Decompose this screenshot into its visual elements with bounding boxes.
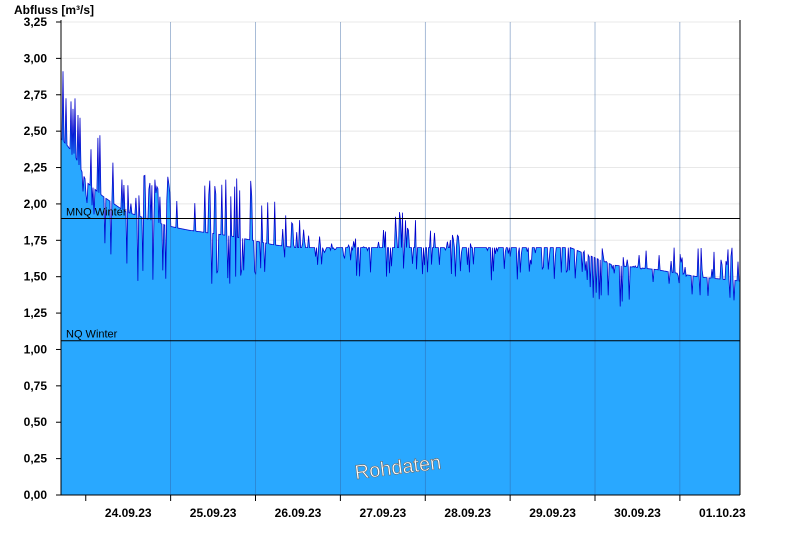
x-tick-label: 01.10.23 xyxy=(699,506,746,520)
y-tick-label: 0,00 xyxy=(24,488,48,502)
day-separators xyxy=(170,22,681,495)
series-area xyxy=(61,71,740,495)
y-tick-label: 3,25 xyxy=(24,15,48,29)
y-tick-label: 1,00 xyxy=(24,342,48,356)
y-tick-label: 3,00 xyxy=(24,51,48,65)
y-tick-label: 1,75 xyxy=(24,233,48,247)
y-tick-label: 2,75 xyxy=(24,88,48,102)
reference-lines: MNQ Winter NQ Winter xyxy=(61,206,740,342)
x-tick-label: 29.09.23 xyxy=(529,506,576,520)
y-tick-label: 1,50 xyxy=(24,270,48,284)
y-tick-label: 1,25 xyxy=(24,306,48,320)
y-tick-label: 0,50 xyxy=(24,415,48,429)
reference-line-label: MNQ Winter xyxy=(66,206,127,218)
x-tick-label: 27.09.23 xyxy=(360,506,407,520)
axes xyxy=(60,20,741,496)
x-tick-label: 30.09.23 xyxy=(614,506,661,520)
reference-line-label: NQ Winter xyxy=(66,329,118,341)
x-tick-label: 24.09.23 xyxy=(105,506,152,520)
y-tick-label: 0,75 xyxy=(24,379,48,393)
x-tick-label: 28.09.23 xyxy=(444,506,491,520)
x-tick-label: 26.09.23 xyxy=(275,506,322,520)
x-tick-label: 25.09.23 xyxy=(190,506,237,520)
y-tick-label: 2,00 xyxy=(24,197,48,211)
x-ticks: 24.09.23 25.09.23 26.09.23 27.09.23 28.09.23… xyxy=(85,495,746,520)
y-tick-label: 2,25 xyxy=(24,161,48,175)
y-ticks: 0,00 0,25 0,50 0,75 1,00 1,25 1,50 1,75 2,00 2,25… xyxy=(24,15,61,502)
y-tick-label: 0,25 xyxy=(24,452,48,466)
y-tick-label: 2,50 xyxy=(24,124,48,138)
data-area xyxy=(60,71,741,495)
y-axis-label: Abfluss [m³/s] xyxy=(14,3,94,17)
series-line xyxy=(60,71,741,307)
